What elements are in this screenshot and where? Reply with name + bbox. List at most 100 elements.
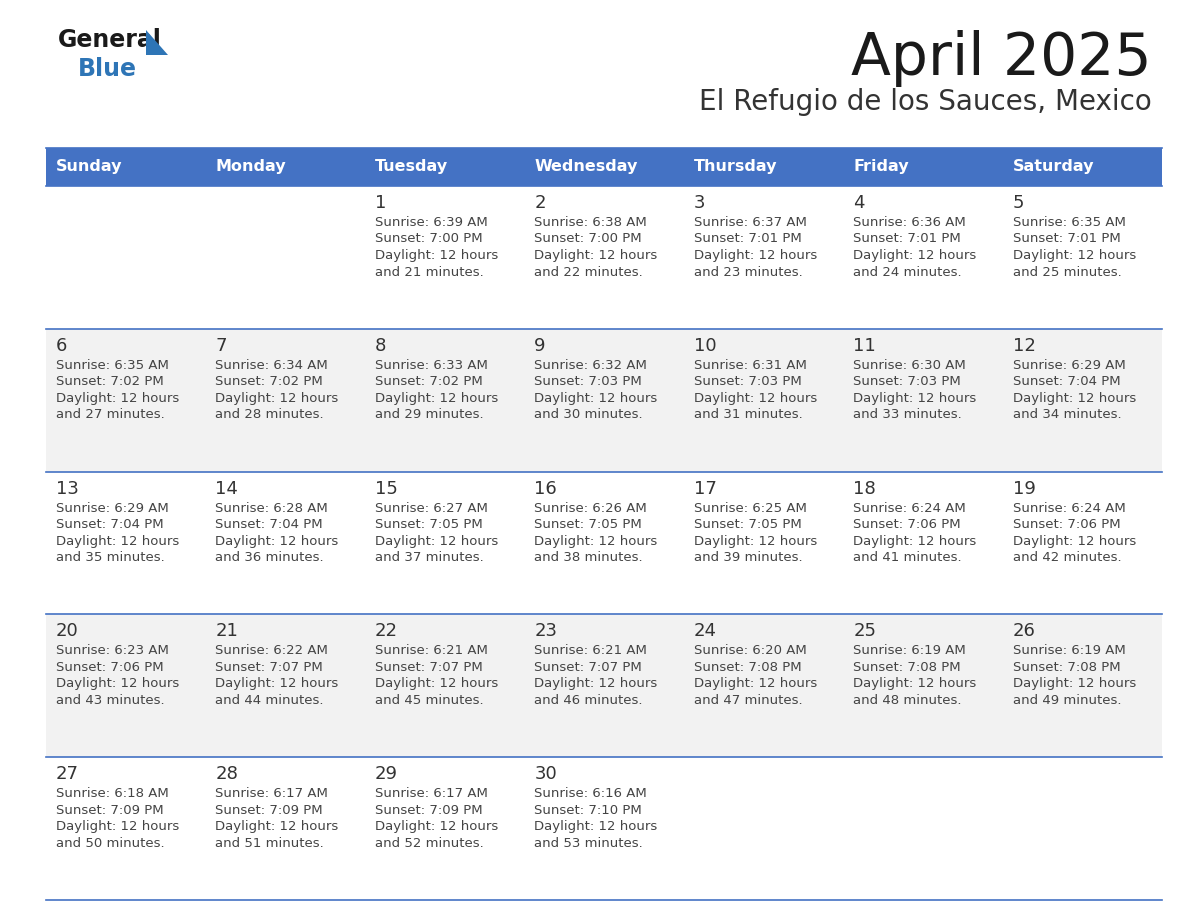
Text: Sunrise: 6:19 AM: Sunrise: 6:19 AM [1012, 644, 1125, 657]
Text: 22: 22 [375, 622, 398, 641]
Text: 30: 30 [535, 766, 557, 783]
Text: Sunrise: 6:19 AM: Sunrise: 6:19 AM [853, 644, 966, 657]
Text: Daylight: 12 hours: Daylight: 12 hours [56, 820, 179, 834]
Text: Sunset: 7:09 PM: Sunset: 7:09 PM [56, 803, 164, 817]
Text: 24: 24 [694, 622, 716, 641]
Text: and 37 minutes.: and 37 minutes. [375, 551, 484, 564]
Bar [1003, 148, 1162, 186]
Text: Sunrise: 6:16 AM: Sunrise: 6:16 AM [535, 788, 647, 800]
Text: and 44 minutes.: and 44 minutes. [215, 694, 324, 707]
Text: Daylight: 12 hours: Daylight: 12 hours [853, 392, 977, 405]
Text: and 50 minutes.: and 50 minutes. [56, 836, 165, 850]
Text: and 29 minutes.: and 29 minutes. [375, 409, 484, 421]
Text: Sunrise: 6:32 AM: Sunrise: 6:32 AM [535, 359, 647, 372]
Text: Sunrise: 6:21 AM: Sunrise: 6:21 AM [375, 644, 488, 657]
Text: Sunrise: 6:22 AM: Sunrise: 6:22 AM [215, 644, 328, 657]
Text: Sunset: 7:04 PM: Sunset: 7:04 PM [56, 518, 164, 532]
Text: Sunset: 7:01 PM: Sunset: 7:01 PM [694, 232, 802, 245]
Text: Friday: Friday [853, 160, 909, 174]
Text: Sunday: Sunday [56, 160, 122, 174]
Text: Daylight: 12 hours: Daylight: 12 hours [1012, 392, 1136, 405]
Text: and 42 minutes.: and 42 minutes. [1012, 551, 1121, 564]
Text: and 46 minutes.: and 46 minutes. [535, 694, 643, 707]
Text: Sunset: 7:10 PM: Sunset: 7:10 PM [535, 803, 642, 817]
Text: Tuesday: Tuesday [375, 160, 448, 174]
Text: Sunset: 7:07 PM: Sunset: 7:07 PM [375, 661, 482, 674]
Text: Sunrise: 6:24 AM: Sunrise: 6:24 AM [1012, 501, 1125, 515]
Text: 15: 15 [375, 479, 398, 498]
Text: Sunrise: 6:38 AM: Sunrise: 6:38 AM [535, 216, 647, 229]
Text: Sunrise: 6:18 AM: Sunrise: 6:18 AM [56, 788, 169, 800]
Text: Thursday: Thursday [694, 160, 777, 174]
Text: Sunrise: 6:30 AM: Sunrise: 6:30 AM [853, 359, 966, 372]
Text: Daylight: 12 hours: Daylight: 12 hours [1012, 677, 1136, 690]
Text: Sunset: 7:06 PM: Sunset: 7:06 PM [853, 518, 961, 532]
Text: Sunrise: 6:23 AM: Sunrise: 6:23 AM [56, 644, 169, 657]
Text: Sunrise: 6:37 AM: Sunrise: 6:37 AM [694, 216, 807, 229]
Text: and 27 minutes.: and 27 minutes. [56, 409, 165, 421]
Bar [46, 757, 1162, 900]
Text: Daylight: 12 hours: Daylight: 12 hours [535, 534, 657, 548]
Text: and 53 minutes.: and 53 minutes. [535, 836, 643, 850]
Text: and 28 minutes.: and 28 minutes. [215, 409, 324, 421]
Text: Sunset: 7:06 PM: Sunset: 7:06 PM [56, 661, 164, 674]
Text: 20: 20 [56, 622, 78, 641]
Text: Sunrise: 6:24 AM: Sunrise: 6:24 AM [853, 501, 966, 515]
Text: Sunset: 7:05 PM: Sunset: 7:05 PM [694, 518, 802, 532]
Text: 29: 29 [375, 766, 398, 783]
Text: Daylight: 12 hours: Daylight: 12 hours [694, 534, 817, 548]
Text: Daylight: 12 hours: Daylight: 12 hours [375, 677, 498, 690]
Text: Sunrise: 6:25 AM: Sunrise: 6:25 AM [694, 501, 807, 515]
Text: Sunrise: 6:29 AM: Sunrise: 6:29 AM [56, 501, 169, 515]
Text: Sunrise: 6:27 AM: Sunrise: 6:27 AM [375, 501, 488, 515]
Text: Sunrise: 6:36 AM: Sunrise: 6:36 AM [853, 216, 966, 229]
Text: and 51 minutes.: and 51 minutes. [215, 836, 324, 850]
Bar [46, 472, 1162, 614]
Text: Daylight: 12 hours: Daylight: 12 hours [1012, 534, 1136, 548]
Text: 1: 1 [375, 194, 386, 212]
Bar [684, 148, 843, 186]
Text: Sunrise: 6:34 AM: Sunrise: 6:34 AM [215, 359, 328, 372]
Text: and 30 minutes.: and 30 minutes. [535, 409, 643, 421]
Text: Sunset: 7:01 PM: Sunset: 7:01 PM [853, 232, 961, 245]
Text: Daylight: 12 hours: Daylight: 12 hours [215, 820, 339, 834]
Text: Daylight: 12 hours: Daylight: 12 hours [56, 534, 179, 548]
Text: Sunset: 7:02 PM: Sunset: 7:02 PM [375, 375, 482, 388]
Text: 28: 28 [215, 766, 239, 783]
Text: Sunset: 7:04 PM: Sunset: 7:04 PM [1012, 375, 1120, 388]
Bar [206, 148, 365, 186]
Text: 16: 16 [535, 479, 557, 498]
Text: and 35 minutes.: and 35 minutes. [56, 551, 165, 564]
Text: 14: 14 [215, 479, 239, 498]
Text: 9: 9 [535, 337, 545, 354]
Text: Wednesday: Wednesday [535, 160, 638, 174]
Text: Daylight: 12 hours: Daylight: 12 hours [694, 677, 817, 690]
Text: 3: 3 [694, 194, 706, 212]
Text: Daylight: 12 hours: Daylight: 12 hours [853, 534, 977, 548]
Bar [46, 148, 206, 186]
Text: and 41 minutes.: and 41 minutes. [853, 551, 962, 564]
Text: Sunset: 7:00 PM: Sunset: 7:00 PM [535, 232, 642, 245]
Text: Daylight: 12 hours: Daylight: 12 hours [853, 677, 977, 690]
Text: and 21 minutes.: and 21 minutes. [375, 265, 484, 278]
Text: Daylight: 12 hours: Daylight: 12 hours [215, 677, 339, 690]
Text: Daylight: 12 hours: Daylight: 12 hours [535, 820, 657, 834]
Text: Sunset: 7:03 PM: Sunset: 7:03 PM [853, 375, 961, 388]
Text: Daylight: 12 hours: Daylight: 12 hours [375, 534, 498, 548]
Text: Daylight: 12 hours: Daylight: 12 hours [56, 677, 179, 690]
Text: 4: 4 [853, 194, 865, 212]
Text: Daylight: 12 hours: Daylight: 12 hours [375, 392, 498, 405]
Text: and 45 minutes.: and 45 minutes. [375, 694, 484, 707]
Text: Daylight: 12 hours: Daylight: 12 hours [56, 392, 179, 405]
Text: 26: 26 [1012, 622, 1036, 641]
Text: 25: 25 [853, 622, 876, 641]
Text: Sunset: 7:03 PM: Sunset: 7:03 PM [535, 375, 642, 388]
Text: Sunrise: 6:21 AM: Sunrise: 6:21 AM [535, 644, 647, 657]
Text: Daylight: 12 hours: Daylight: 12 hours [853, 249, 977, 262]
Text: Sunset: 7:08 PM: Sunset: 7:08 PM [853, 661, 961, 674]
Text: and 22 minutes.: and 22 minutes. [535, 265, 643, 278]
Text: Sunrise: 6:31 AM: Sunrise: 6:31 AM [694, 359, 807, 372]
Text: Sunrise: 6:17 AM: Sunrise: 6:17 AM [375, 788, 488, 800]
Text: Sunset: 7:05 PM: Sunset: 7:05 PM [535, 518, 642, 532]
Text: and 34 minutes.: and 34 minutes. [1012, 409, 1121, 421]
